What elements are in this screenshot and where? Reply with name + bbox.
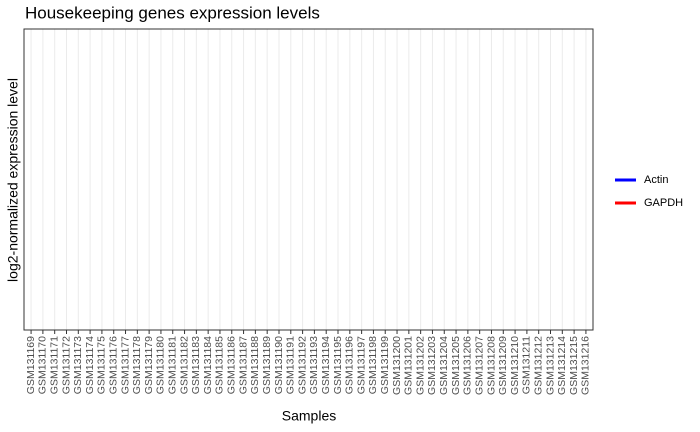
x-tick-label: GSM131210	[509, 336, 521, 395]
x-tick-label: GSM131198	[367, 336, 379, 394]
x-tick-label: GSM131195	[332, 336, 344, 394]
x-tick-label: GSM131212	[532, 336, 544, 395]
x-axis-label: Samples	[282, 408, 336, 424]
x-tick-label: GSM131181	[167, 336, 179, 394]
x-tick-label: GSM131182	[178, 336, 190, 394]
x-tick-label: GSM131214	[556, 336, 568, 395]
legend-label: Actin	[644, 174, 668, 186]
x-tick-label: GSM131187	[237, 336, 249, 394]
x-tick-label: GSM131216	[580, 336, 592, 395]
x-tick-label: GSM131170	[37, 336, 49, 394]
x-tick-label: GSM131176	[107, 336, 119, 394]
x-tick-label: GSM131204	[438, 336, 450, 395]
x-tick-label: GSM131183	[190, 336, 202, 394]
x-tick-label: GSM131205	[450, 336, 462, 395]
x-tick-label: GSM131184	[202, 336, 214, 394]
x-tick-label: GSM131208	[485, 336, 497, 395]
x-tick-label: GSM131188	[249, 336, 261, 394]
x-tick-label: GSM131189	[261, 336, 273, 394]
x-tick-label: GSM131201	[403, 336, 415, 395]
x-tick-label: GSM131197	[355, 336, 367, 394]
x-tick-label: GSM131207	[473, 336, 485, 395]
x-tick-label: GSM131186	[226, 336, 238, 394]
legend-label: GAPDH	[644, 197, 683, 209]
chart-title: Housekeeping genes expression levels	[25, 3, 320, 22]
x-tick-label: GSM131194	[320, 336, 332, 394]
x-tick-label: GSM131192	[296, 336, 308, 394]
x-tick-label: GSM131206	[462, 336, 474, 395]
x-tick-label: GSM131196	[344, 336, 356, 394]
x-tick-label: GSM131185	[214, 336, 226, 394]
x-tick-label: GSM131174	[84, 336, 96, 394]
x-tick-label: GSM131179	[143, 336, 155, 394]
x-tick-label: GSM131215	[568, 336, 580, 395]
y-axis-label: log2-normalized expression level	[5, 78, 21, 282]
x-tick-label: GSM131169	[25, 336, 37, 394]
x-tick-label: GSM131209	[497, 336, 509, 395]
x-tick-label: GSM131211	[521, 336, 533, 394]
x-tick-label: GSM131199	[379, 336, 391, 394]
x-tick-label: GSM131180	[155, 336, 167, 394]
x-tick-label: GSM131178	[131, 336, 143, 394]
panel-border	[23, 28, 594, 331]
x-tick-label: GSM131171	[48, 336, 60, 394]
x-tick-label: GSM131177	[119, 336, 131, 394]
x-tick-label: GSM131213	[544, 336, 556, 395]
x-tick-label: GSM131191	[285, 336, 297, 394]
x-tick-label: GSM131193	[308, 336, 320, 394]
x-tick-label: GSM131190	[273, 336, 285, 394]
x-tick-label: GSM131200	[391, 336, 403, 395]
x-tick-label: GSM131203	[426, 336, 438, 395]
x-tick-label: GSM131172	[60, 336, 72, 394]
x-tick-label: GSM131173	[72, 336, 84, 394]
x-tick-label: GSM131175	[96, 336, 108, 394]
x-tick-label: GSM131202	[414, 336, 426, 395]
